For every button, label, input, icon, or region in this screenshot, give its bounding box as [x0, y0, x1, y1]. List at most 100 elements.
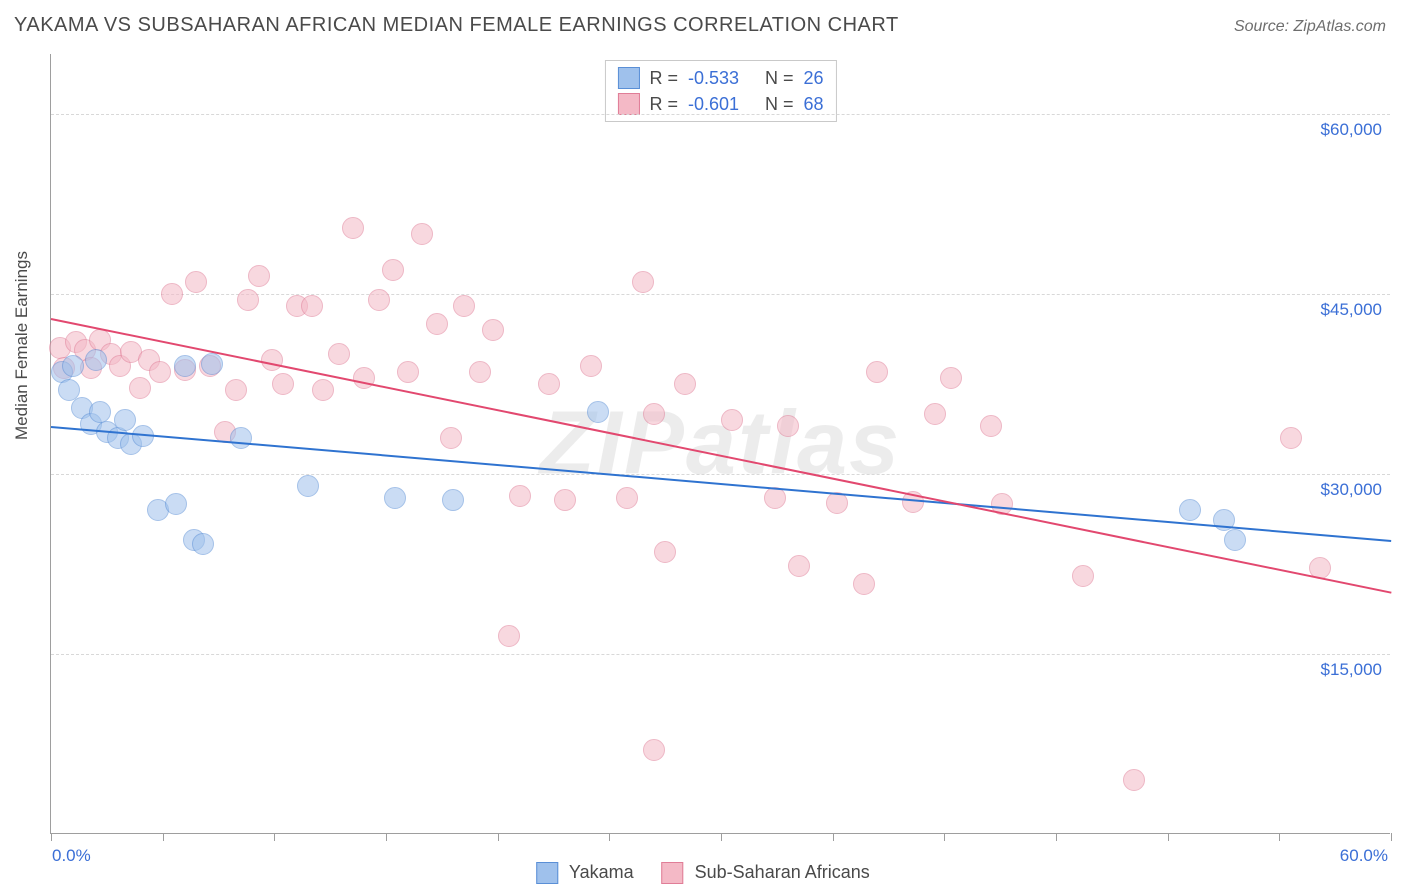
stat-r-value: -0.533	[688, 65, 739, 91]
data-point	[469, 361, 491, 383]
data-point	[940, 367, 962, 389]
y-tick-label: $45,000	[1321, 300, 1382, 320]
data-point	[62, 355, 84, 377]
stats-box: R = -0.533 N = 26 R = -0.601 N = 68	[604, 60, 836, 122]
data-point	[643, 739, 665, 761]
data-point	[165, 493, 187, 515]
data-point	[1280, 427, 1302, 449]
legend-item: Sub-Saharan Africans	[662, 862, 870, 884]
legend-swatch-icon	[617, 67, 639, 89]
bottom-legend: Yakama Sub-Saharan Africans	[536, 862, 870, 884]
x-axis-end-label: 60.0%	[1340, 846, 1388, 866]
gridline	[51, 654, 1390, 655]
trend-line	[51, 426, 1391, 542]
x-tick	[1056, 833, 1057, 841]
data-point	[616, 487, 638, 509]
data-point	[342, 217, 364, 239]
data-point	[632, 271, 654, 293]
data-point	[312, 379, 334, 401]
data-point	[149, 361, 171, 383]
legend-swatch-icon	[536, 862, 558, 884]
data-point	[440, 427, 462, 449]
stats-row: R = -0.533 N = 26	[617, 65, 823, 91]
data-point	[721, 409, 743, 431]
y-tick-label: $15,000	[1321, 660, 1382, 680]
stat-r-label: R =	[649, 65, 678, 91]
data-point	[301, 295, 323, 317]
data-point	[185, 271, 207, 293]
stat-n-label: N =	[765, 65, 794, 91]
data-point	[554, 489, 576, 511]
data-point	[866, 361, 888, 383]
data-point	[230, 427, 252, 449]
data-point	[201, 353, 223, 375]
data-point	[261, 349, 283, 371]
data-point	[89, 401, 111, 423]
data-point	[788, 555, 810, 577]
x-tick	[1168, 833, 1169, 841]
data-point	[161, 283, 183, 305]
data-point	[129, 377, 151, 399]
data-point	[509, 485, 531, 507]
x-axis-start-label: 0.0%	[52, 846, 91, 866]
plot-area: ZIPatlas R = -0.533 N = 26 R = -0.601 N …	[50, 54, 1390, 834]
data-point	[1072, 565, 1094, 587]
data-point	[237, 289, 259, 311]
x-tick	[163, 833, 164, 841]
legend-swatch-icon	[617, 93, 639, 115]
data-point	[1179, 499, 1201, 521]
x-tick	[721, 833, 722, 841]
stat-n-value: 26	[804, 65, 824, 91]
chart-container: YAKAMA VS SUBSAHARAN AFRICAN MEDIAN FEMA…	[0, 0, 1406, 892]
y-tick-label: $30,000	[1321, 480, 1382, 500]
data-point	[426, 313, 448, 335]
data-point	[368, 289, 390, 311]
data-point	[397, 361, 419, 383]
legend-label: Yakama	[569, 862, 634, 882]
data-point	[654, 541, 676, 563]
data-point	[382, 259, 404, 281]
data-point	[442, 489, 464, 511]
source-label: Source: ZipAtlas.com	[1234, 18, 1386, 36]
x-tick	[833, 833, 834, 841]
data-point	[674, 373, 696, 395]
legend-swatch-icon	[662, 862, 684, 884]
x-tick	[498, 833, 499, 841]
x-tick	[1391, 833, 1392, 841]
data-point	[482, 319, 504, 341]
data-point	[924, 403, 946, 425]
chart-title: YAKAMA VS SUBSAHARAN AFRICAN MEDIAN FEMA…	[14, 14, 899, 37]
data-point	[85, 349, 107, 371]
x-tick	[609, 833, 610, 841]
legend-label: Sub-Saharan Africans	[695, 862, 870, 882]
x-tick	[944, 833, 945, 841]
data-point	[1123, 769, 1145, 791]
data-point	[1224, 529, 1246, 551]
data-point	[192, 533, 214, 555]
data-point	[498, 625, 520, 647]
gridline	[51, 114, 1390, 115]
data-point	[114, 409, 136, 431]
data-point	[248, 265, 270, 287]
x-tick	[51, 833, 52, 841]
y-tick-label: $60,000	[1321, 120, 1382, 140]
data-point	[980, 415, 1002, 437]
data-point	[272, 373, 294, 395]
x-tick	[274, 833, 275, 841]
trend-line	[51, 318, 1391, 594]
data-point	[225, 379, 247, 401]
data-point	[353, 367, 375, 389]
gridline	[51, 474, 1390, 475]
legend-item: Yakama	[536, 862, 633, 884]
x-tick	[1279, 833, 1280, 841]
data-point	[328, 343, 350, 365]
data-point	[643, 403, 665, 425]
data-point	[580, 355, 602, 377]
data-point	[538, 373, 560, 395]
data-point	[587, 401, 609, 423]
data-point	[777, 415, 799, 437]
data-point	[297, 475, 319, 497]
data-point	[174, 355, 196, 377]
data-point	[411, 223, 433, 245]
data-point	[384, 487, 406, 509]
